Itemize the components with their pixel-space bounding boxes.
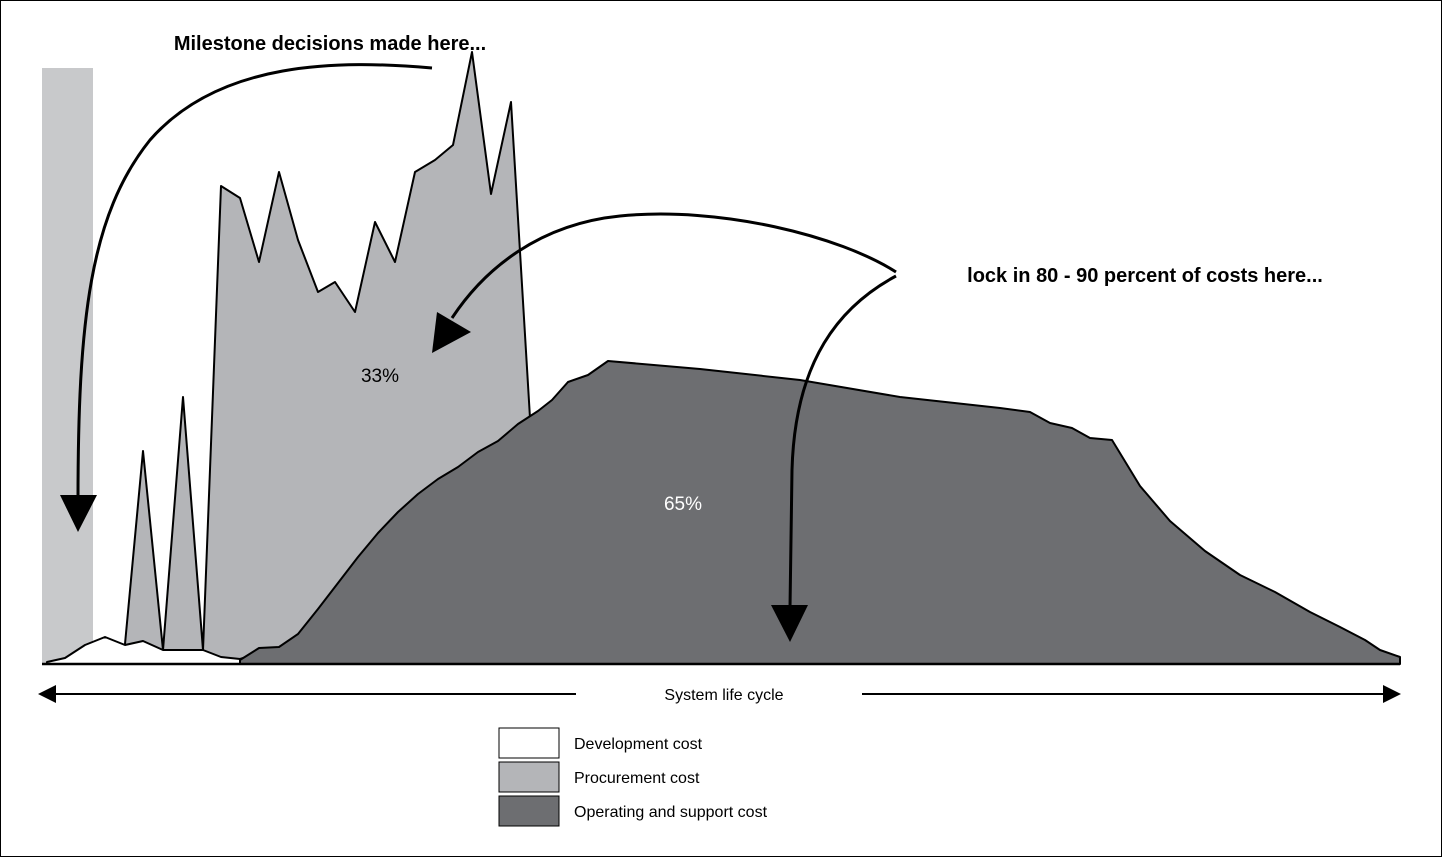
lockin-arrowhead-left-icon xyxy=(432,312,471,353)
procurement-percent-label: 33% xyxy=(361,366,399,387)
milestone-annotation: Milestone decisions made here... xyxy=(174,33,486,55)
legend-label-procurement: Procurement cost xyxy=(574,770,700,787)
lockin-arrowhead-down-icon xyxy=(771,605,808,642)
lifecycle-arrowhead-right-icon xyxy=(1383,685,1401,703)
legend-label-operating: Operating and support cost xyxy=(574,804,768,821)
legend-swatch-procurement xyxy=(498,761,560,793)
lifecycle-label: System life cycle xyxy=(664,687,783,704)
legend: Development cost Procurement cost Operat… xyxy=(498,727,768,827)
operating-cost-area xyxy=(239,360,1401,665)
milestone-band xyxy=(42,68,93,664)
milestone-arrowhead-icon xyxy=(60,495,97,532)
legend-label-development: Development cost xyxy=(574,736,703,753)
operating-percent-label: 65% xyxy=(664,494,702,515)
lockin-arrow-curve-left xyxy=(450,212,897,319)
milestone-arrow-curve xyxy=(76,63,433,501)
lifecycle-arrowhead-left-icon xyxy=(38,685,56,703)
legend-swatch-development xyxy=(498,727,560,759)
lockin-annotation: lock in 80 - 90 percent of costs here... xyxy=(967,265,1323,287)
lockin-arrow-curve-down xyxy=(788,274,897,609)
legend-swatch-operating xyxy=(498,795,560,827)
